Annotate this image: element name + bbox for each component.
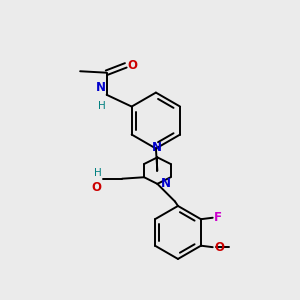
Text: O: O [92, 181, 101, 194]
Text: N: N [95, 81, 106, 94]
Text: N: N [152, 141, 162, 154]
Text: F: F [214, 211, 222, 224]
Text: N: N [161, 177, 171, 190]
Text: O: O [214, 241, 224, 254]
Text: H: H [98, 101, 106, 111]
Text: O: O [128, 59, 137, 72]
Text: H: H [94, 168, 101, 178]
